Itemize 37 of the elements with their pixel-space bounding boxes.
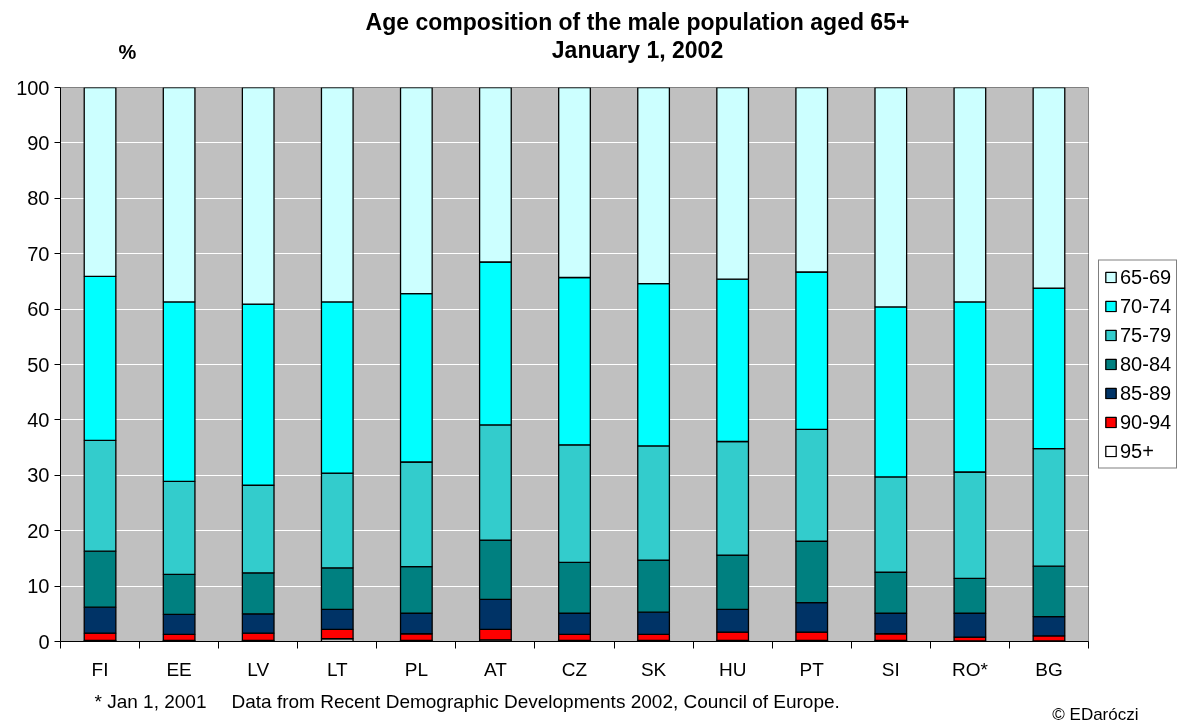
legend-label: 75-79 xyxy=(1120,323,1172,347)
y-axis-title: % xyxy=(118,40,137,63)
x-tick-label: LV xyxy=(247,658,270,680)
y-tick-label: 50 xyxy=(27,353,50,376)
y-tick-label: 70 xyxy=(27,242,50,265)
legend-label: 95+ xyxy=(1120,439,1154,463)
legend-label: 85-89 xyxy=(1120,381,1172,405)
legend-label: 70-74 xyxy=(1120,294,1172,318)
y-tick-label: 20 xyxy=(27,519,50,542)
text: * Jan 1, 2001 xyxy=(94,691,207,712)
chart-subtitle: January 1, 2002 xyxy=(551,36,724,63)
x-tick-label: PL xyxy=(404,658,428,680)
legend-label: 80-84 xyxy=(1120,352,1172,376)
x-tick-label: BG xyxy=(1035,658,1063,680)
text: © EDaróczi xyxy=(1052,705,1139,724)
x-tick-label: SK xyxy=(640,658,667,680)
text: Data from Recent Demographic Developments 2002, Council of Europe. xyxy=(231,691,840,712)
x-tick-label: CZ xyxy=(561,658,588,680)
x-tick-label: RO* xyxy=(951,658,989,680)
x-tick-label: PT xyxy=(799,658,825,680)
x-tick-label: EE xyxy=(166,658,192,680)
y-tick-label: 40 xyxy=(27,408,50,431)
y-tick-label: 30 xyxy=(27,464,50,487)
x-tick-label: AT xyxy=(483,658,508,680)
y-tick-label: 0 xyxy=(38,630,50,653)
chart-title: Age composition of the male population aged 65+ xyxy=(365,8,910,35)
legend-label: 90-94 xyxy=(1120,410,1172,434)
y-tick-label: 80 xyxy=(27,187,50,210)
x-tick-label: FI xyxy=(91,658,109,680)
x-tick-label: HU xyxy=(718,658,747,680)
y-tick-label: 100 xyxy=(16,76,50,99)
y-tick-label: 10 xyxy=(27,575,50,598)
legend-label: 65-69 xyxy=(1120,265,1172,289)
y-tick-label: 60 xyxy=(27,298,50,321)
x-tick-label: SI xyxy=(881,658,900,680)
y-tick-label: 90 xyxy=(27,131,50,154)
x-tick-label: LT xyxy=(326,658,349,680)
